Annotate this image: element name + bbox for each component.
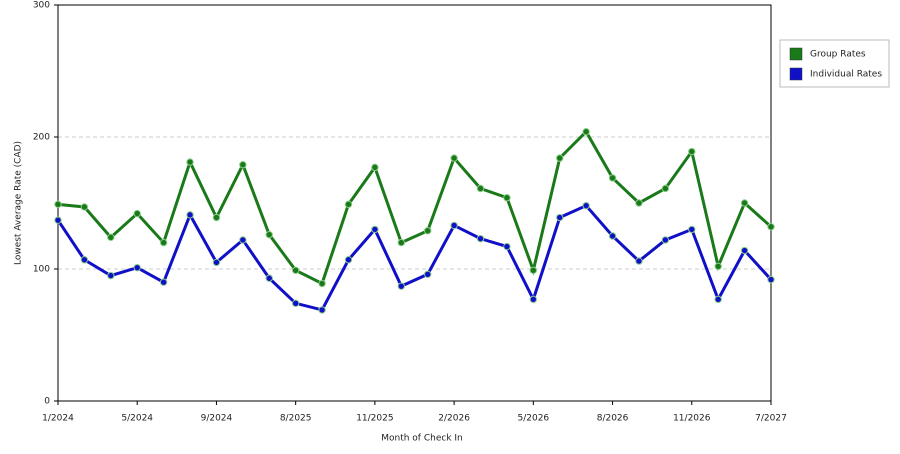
data-point bbox=[503, 242, 511, 251]
data-point bbox=[133, 209, 141, 218]
y-tick-label: 100 bbox=[33, 265, 50, 275]
x-tick-label: 9/2024 bbox=[201, 414, 233, 424]
data-point bbox=[80, 256, 89, 264]
data-point bbox=[107, 271, 115, 280]
data-point bbox=[661, 184, 670, 193]
data-point bbox=[582, 128, 590, 136]
data-point bbox=[714, 262, 722, 271]
data-point bbox=[767, 275, 775, 284]
x-tick-label: 2/2026 bbox=[438, 414, 470, 424]
y-axis-label: Lowest Average Rate (CAD) bbox=[14, 141, 24, 265]
data-point bbox=[239, 161, 247, 169]
data-point bbox=[265, 274, 273, 282]
data-point bbox=[556, 154, 564, 162]
x-tick-label: 7/2027 bbox=[755, 414, 787, 424]
data-point bbox=[450, 221, 458, 230]
x-tick-label: 11/2025 bbox=[356, 414, 393, 424]
data-point bbox=[582, 201, 590, 210]
data-point bbox=[740, 199, 749, 207]
data-point bbox=[688, 225, 696, 234]
data-point bbox=[529, 295, 538, 304]
data-point bbox=[635, 257, 643, 265]
data-point bbox=[212, 213, 221, 222]
data-point bbox=[450, 154, 458, 162]
x-tick-label: 5/2026 bbox=[517, 414, 549, 424]
data-point bbox=[371, 163, 379, 172]
y-tick-label: 300 bbox=[33, 1, 50, 11]
y-tick-label: 0 bbox=[44, 397, 50, 407]
data-point bbox=[159, 238, 168, 247]
x-tick-label: 8/2025 bbox=[280, 414, 312, 424]
x-tick-label: 5/2024 bbox=[121, 414, 153, 424]
data-point bbox=[714, 295, 722, 304]
data-point bbox=[291, 299, 300, 308]
data-point bbox=[344, 200, 353, 209]
data-point bbox=[318, 279, 326, 288]
data-point bbox=[186, 211, 194, 219]
x-tick-label: 8/2026 bbox=[597, 414, 629, 424]
data-point bbox=[688, 147, 696, 156]
data-point bbox=[476, 184, 485, 193]
legend-swatch bbox=[789, 47, 803, 61]
data-point bbox=[556, 213, 564, 222]
data-point bbox=[54, 200, 62, 209]
y-tick-label: 200 bbox=[33, 133, 50, 143]
data-point bbox=[54, 216, 62, 224]
data-point bbox=[424, 270, 432, 278]
legend-label: Individual Rates bbox=[810, 70, 882, 80]
data-point bbox=[371, 225, 379, 234]
data-point bbox=[107, 233, 115, 242]
data-point bbox=[159, 278, 168, 286]
data-point bbox=[635, 199, 643, 207]
data-point bbox=[344, 256, 353, 264]
data-point bbox=[291, 266, 300, 275]
x-axis-label: Month of Check In bbox=[381, 434, 463, 444]
data-point bbox=[740, 246, 749, 255]
data-point bbox=[212, 258, 221, 267]
data-point bbox=[133, 263, 141, 272]
data-point bbox=[265, 230, 273, 239]
data-point bbox=[239, 236, 247, 244]
data-point bbox=[80, 203, 89, 211]
data-point bbox=[661, 236, 670, 244]
data-point bbox=[608, 174, 617, 182]
series-line bbox=[57, 129, 773, 286]
data-point bbox=[424, 227, 432, 235]
plot-frame bbox=[57, 4, 772, 402]
data-point bbox=[767, 223, 775, 231]
x-tick-label: 1/2024 bbox=[42, 414, 74, 424]
data-point bbox=[186, 158, 194, 166]
data-point bbox=[397, 238, 405, 247]
data-point bbox=[318, 306, 326, 314]
series-line bbox=[56, 203, 773, 312]
data-point bbox=[397, 282, 405, 290]
data-point bbox=[476, 234, 485, 243]
data-point bbox=[529, 266, 538, 275]
data-point bbox=[503, 194, 511, 202]
data-point bbox=[608, 232, 617, 240]
legend-label: Group Rates bbox=[810, 50, 866, 60]
x-tick-label: 11/2026 bbox=[673, 414, 711, 424]
legend-swatch bbox=[789, 67, 803, 81]
